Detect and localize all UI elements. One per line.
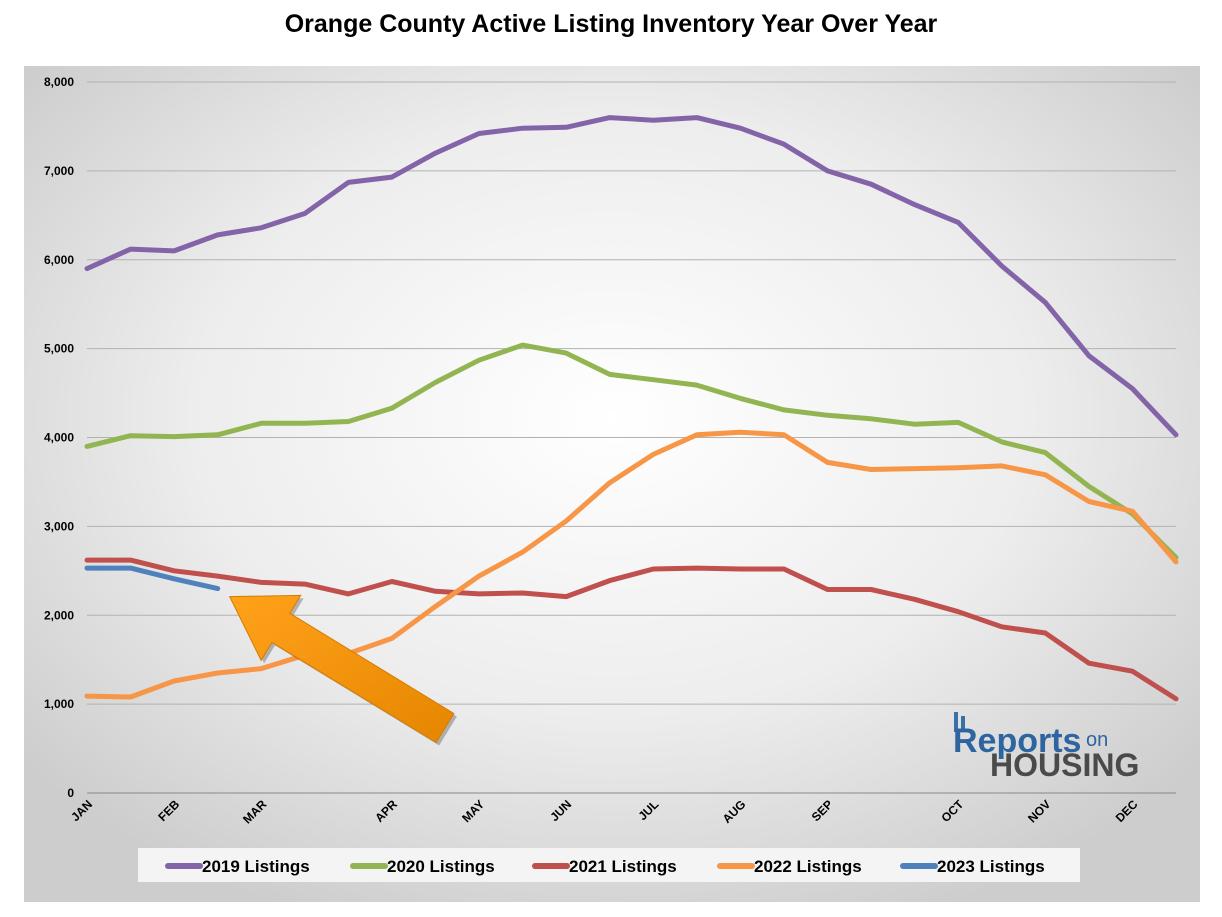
series-line-2019-listings xyxy=(84,115,1179,438)
series-line-2021-listings xyxy=(84,557,1179,702)
series-line-2022-listings xyxy=(84,429,1179,700)
series-lines xyxy=(84,115,1179,702)
logo-word-reports: Reports xyxy=(953,722,1081,760)
legend-label: 2023 Listings xyxy=(937,857,1045,876)
legend: 2019 Listings 2020 Listings 2021 Listings 2… xyxy=(138,848,1080,882)
series-line-2023-listings xyxy=(84,565,221,592)
y-tick-label: 8,000 xyxy=(44,75,74,89)
y-tick-label: 7,000 xyxy=(44,164,74,178)
y-tick-label: 6,000 xyxy=(44,253,74,267)
y-tick-label: 3,000 xyxy=(44,519,74,533)
logo-word-on: on xyxy=(1086,729,1108,751)
series-line-2020-listings xyxy=(84,342,1179,560)
y-axis: 0 1,000 2,000 3,000 4,000 5,000 6,000 7,000 8,00… xyxy=(44,75,74,800)
legend-label: 2022 Listings xyxy=(754,857,862,876)
legend-label: 2020 Listings xyxy=(387,857,495,876)
y-tick-label: 5,000 xyxy=(44,342,74,356)
logo-mark-bar xyxy=(961,716,965,732)
y-tick-label: 1,000 xyxy=(44,697,74,711)
logo-mark-bar xyxy=(954,712,958,732)
logo-word-housing: HOUSING xyxy=(990,747,1139,783)
annotations xyxy=(228,594,457,746)
y-tick-label: 4,000 xyxy=(44,431,74,445)
chart-title: Orange County Active Listing Inventory Y… xyxy=(284,10,938,38)
y-tick-label: 2,000 xyxy=(44,608,74,622)
legend-label: 2019 Listings xyxy=(202,857,310,876)
legend-label: 2021 Listings xyxy=(569,857,677,876)
annotation-arrow xyxy=(228,594,455,744)
y-tick-label: 0 xyxy=(67,786,74,800)
